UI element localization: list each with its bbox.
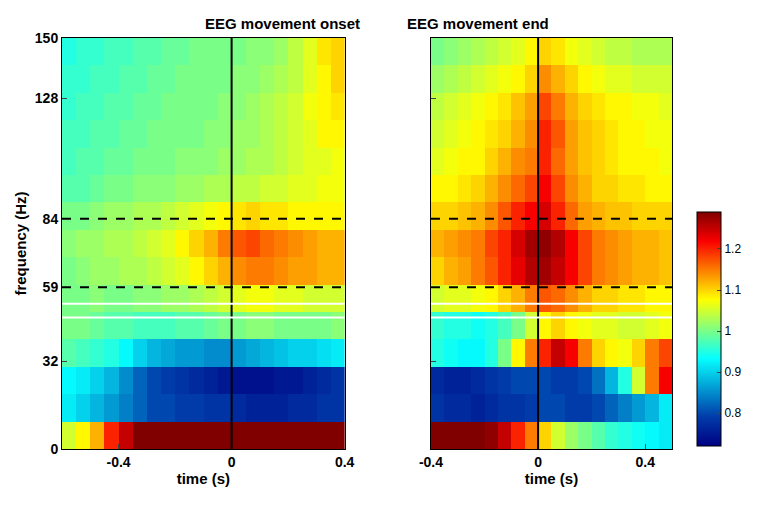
svg-text:0: 0: [228, 454, 236, 470]
svg-text:59: 59: [43, 279, 59, 295]
svg-text:EEG movement onset: EEG movement onset: [205, 15, 360, 32]
svg-text:0: 0: [534, 454, 542, 470]
svg-text:0.8: 0.8: [724, 406, 741, 420]
svg-text:0.9: 0.9: [724, 365, 741, 379]
svg-text:128: 128: [35, 90, 59, 106]
svg-text:-0.4: -0.4: [106, 454, 130, 470]
svg-text:time (s): time (s): [177, 470, 230, 487]
svg-text:1: 1: [724, 324, 731, 338]
svg-text:1.1: 1.1: [724, 283, 741, 297]
svg-text:-0.4: -0.4: [419, 454, 443, 470]
svg-text:84: 84: [43, 211, 59, 227]
svg-text:32: 32: [43, 353, 59, 369]
svg-text:frequency (Hz): frequency (Hz): [12, 191, 29, 295]
svg-text:1.2: 1.2: [724, 242, 741, 256]
svg-text:0.4: 0.4: [635, 454, 655, 470]
svg-text:0.4: 0.4: [335, 454, 355, 470]
svg-text:0: 0: [50, 441, 58, 457]
svg-text:150: 150: [35, 30, 59, 46]
svg-text:EEG movement end: EEG movement end: [407, 15, 549, 32]
svg-text:time (s): time (s): [525, 470, 578, 487]
